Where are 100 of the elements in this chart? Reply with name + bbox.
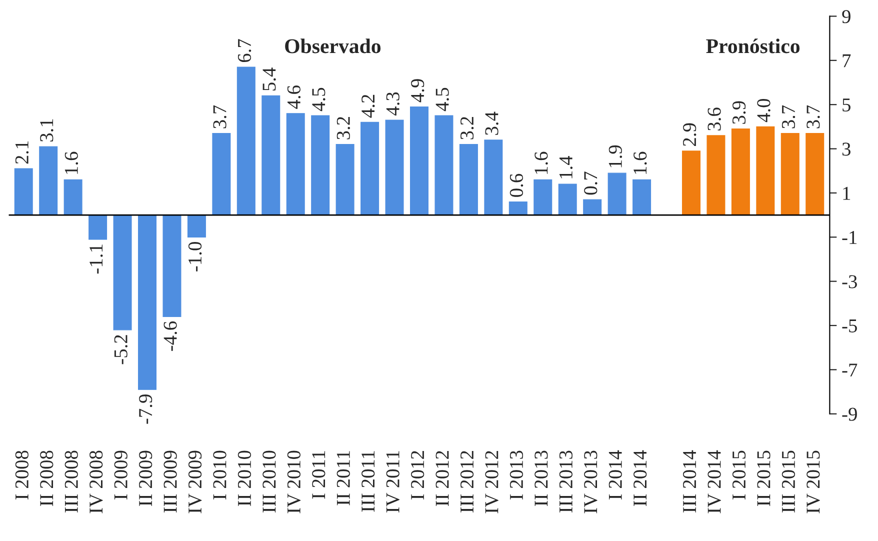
x-tick-label: I 2011 [312,451,326,499]
x-tick-label: IV 2014 [708,450,721,514]
x-tick-label: I 2008 [15,450,28,500]
bar [508,201,528,216]
bar [682,150,700,216]
bar [806,132,824,216]
bar [236,66,256,216]
x-tick-label: IV 2013 [584,450,598,514]
bar [410,106,428,216]
bar [484,140,503,216]
data-label: -7.9 [139,394,152,424]
bar [459,144,478,216]
y-tick-label: -1 [842,231,857,244]
bar [780,132,800,216]
x-tick-label: III 2012 [460,451,474,512]
bar [583,199,602,216]
x-tick-label: II 2008 [40,450,54,506]
x-tick-label: II 2013 [534,450,548,506]
x-tick-label: III 2008 [64,450,78,512]
data-label: -1.1 [90,244,103,274]
x-tick-label: III 2013 [559,450,572,512]
y-tick-label: 3 [842,142,850,156]
y-tick-label: 7 [842,54,851,68]
bar [162,214,182,318]
data-label: 3.7 [782,105,796,128]
x-tick-label: IV 2015 [806,450,820,514]
bar [187,214,206,238]
data-label: 4.5 [312,88,326,112]
bar [608,172,626,216]
x-tick-label: IV 2009 [188,450,202,514]
data-label: 3.7 [213,105,226,128]
bar [14,168,33,216]
y-tick-label: 9 [842,10,850,24]
x-tick-label: IV 2008 [90,450,103,514]
bar [336,144,354,216]
y-tick-label: 5 [842,98,850,112]
data-label: -5.2 [114,335,128,364]
data-label: 1.4 [559,156,573,178]
data-label: 6.7 [238,39,252,62]
bar [731,128,750,216]
x-tick-label: III 2010 [262,450,276,512]
annotation: Pronóstico [706,38,800,54]
data-label: 2.1 [15,141,29,164]
data-label: 0.6 [510,174,524,197]
data-label: -1.0 [188,242,202,272]
x-tick-label: IV 2011 [386,451,400,512]
x-tick-label: II 2014 [634,450,647,506]
x-tick-label: III 2015 [782,450,796,512]
y-tick-label: -9 [842,408,857,421]
x-tick-label: III 2009 [164,450,177,512]
x-tick-label: I 2012 [410,451,424,500]
bar [385,120,404,216]
x-tick-label: IV 2010 [287,450,301,514]
data-label: 2.9 [683,123,696,146]
bar [212,132,231,216]
x-tick-label: I 2010 [213,450,226,500]
data-label: 4.0 [757,98,770,122]
data-label: 4.6 [287,86,301,109]
data-label: 4.5 [436,88,449,112]
x-tick-label: II 2011 [336,451,350,506]
data-label: 1.9 [608,145,622,168]
x-tick-label: III 2014 [682,450,696,512]
bar [360,122,380,216]
x-tick-label: III 2011 [362,451,375,512]
x-tick-label: II 2009 [138,450,152,506]
data-label: 3.1 [40,119,54,142]
bar [113,214,132,330]
bar [311,115,330,216]
bar [756,126,775,216]
data-label: 3.2 [460,116,474,140]
y-tick-label: -7 [842,364,858,376]
bar [64,179,82,216]
data-label: 3.2 [336,116,350,140]
data-label: 1.6 [64,152,78,174]
data-label: 3.6 [708,108,721,130]
bar [706,135,726,216]
data-label: -4.6 [164,321,177,351]
x-tick-label: I 2009 [114,450,128,500]
data-label: 4.9 [411,79,424,102]
x-tick-label: II 2012 [436,451,449,506]
annotation: Observado [285,38,381,54]
bar [88,214,108,240]
y-tick-label: -3 [842,275,857,288]
bar [534,179,552,216]
data-label: 1.6 [534,152,548,174]
data-label: 3.7 [806,105,820,128]
x-tick-label: I 2015 [732,450,746,500]
bar [286,113,305,216]
bar [39,146,58,216]
bar [558,184,577,216]
x-tick-label: I 2014 [608,450,622,500]
x-tick-label: I 2013 [510,450,524,500]
data-label: 1.6 [634,152,647,174]
bar [138,214,156,390]
data-label: 4.2 [362,94,375,118]
x-tick-label: II 2010 [238,450,252,506]
x-tick-label: II 2015 [757,450,770,506]
data-label: 4.3 [386,92,400,116]
data-label: 5.4 [262,68,276,90]
y-tick-label: -5 [842,320,857,332]
